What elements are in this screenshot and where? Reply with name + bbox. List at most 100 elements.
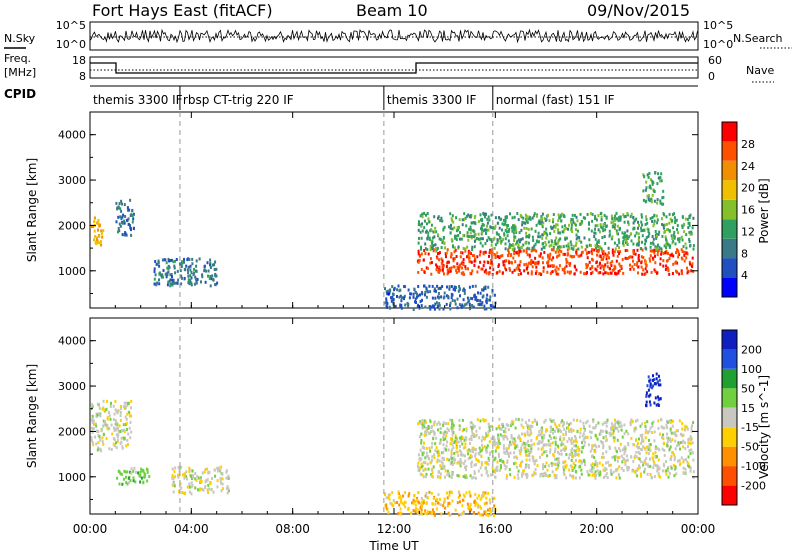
heatmap-cell (505, 259, 508, 263)
heatmap-cell (418, 306, 421, 310)
heatmap-cell (436, 304, 439, 308)
heatmap-cell (426, 248, 429, 252)
heatmap-cell (220, 465, 223, 469)
heatmap-cell (615, 229, 618, 233)
heatmap-cell (689, 213, 692, 217)
heatmap-cell (478, 426, 481, 430)
heatmap-cell (544, 418, 547, 422)
heatmap-cell (510, 422, 513, 425)
heatmap-cell (606, 418, 609, 422)
heatmap-cell (644, 467, 646, 471)
heatmap-cell (461, 266, 464, 270)
heatmap-cell (611, 260, 614, 264)
freq-unit-label: [MHz] (4, 66, 36, 79)
heatmap-cell (206, 488, 209, 492)
heatmap-cell (464, 265, 467, 269)
heatmap-cell (573, 272, 576, 276)
heatmap-cell (644, 436, 647, 440)
heatmap-cell (531, 425, 534, 428)
heatmap-cell (419, 300, 422, 303)
heatmap-cell (568, 453, 571, 457)
heatmap-cell (483, 270, 486, 274)
heatmap-cell (667, 252, 669, 255)
heatmap-cell (399, 507, 402, 511)
heatmap-cell (658, 378, 661, 382)
heatmap-cell (488, 254, 490, 258)
heatmap-cell (617, 421, 620, 425)
heatmap-cell (454, 508, 457, 512)
heatmap-cell (171, 282, 174, 285)
heatmap-cell (194, 477, 197, 481)
heatmap-cell (552, 248, 555, 252)
heatmap-cell (447, 422, 450, 426)
heatmap-cell (687, 463, 689, 467)
heatmap-cell (520, 245, 523, 249)
heatmap-cell (640, 474, 643, 478)
heatmap-cell (563, 448, 566, 452)
heatmap-cell (608, 233, 611, 237)
heatmap-cell (663, 213, 666, 217)
heatmap-cell (528, 458, 531, 462)
heatmap-cell (436, 246, 439, 250)
colorbar-tick-label: 100 (741, 363, 762, 376)
heatmap-cell (444, 506, 447, 510)
heatmap-cell (519, 452, 522, 456)
heatmap-cell (194, 275, 197, 279)
heatmap-cell (473, 263, 476, 267)
heatmap-cell (478, 303, 481, 307)
heatmap-cell (541, 223, 544, 227)
heatmap-cell (535, 261, 538, 265)
heatmap-cell (555, 223, 557, 227)
heatmap-cell (499, 235, 501, 239)
heatmap-cell (662, 462, 665, 466)
heatmap-cell (491, 255, 494, 259)
heatmap-cell (652, 452, 655, 456)
heatmap-cell (212, 278, 215, 282)
heatmap-cell (551, 470, 554, 474)
heatmap-cell (570, 243, 573, 247)
heatmap-cell (504, 430, 507, 434)
heatmap-cell (486, 462, 489, 466)
heatmap-cell (469, 449, 472, 453)
heatmap-cell (126, 439, 129, 442)
heatmap-cell (687, 445, 689, 448)
heatmap-cell (674, 220, 677, 223)
heatmap-cell (527, 241, 530, 245)
heatmap-cell (188, 482, 191, 486)
heatmap-cell (676, 261, 679, 265)
heatmap-cell (663, 448, 666, 452)
heatmap-cell (647, 228, 650, 232)
heatmap-cell (692, 475, 695, 479)
heatmap-cell (438, 470, 441, 474)
heatmap-cell (572, 247, 575, 251)
heatmap-cell (578, 459, 581, 463)
heatmap-cell (454, 302, 457, 306)
heatmap-cell (437, 493, 440, 497)
heatmap-cell (562, 465, 565, 469)
heatmap-cell (400, 497, 403, 501)
heatmap-cell (458, 460, 461, 464)
heatmap-cell (582, 424, 585, 428)
heatmap-cell (674, 242, 677, 246)
freq-trace (90, 62, 698, 74)
heatmap-cell (541, 426, 543, 430)
heatmap-cell (133, 466, 136, 470)
heatmap-cell (645, 391, 648, 395)
heatmap-cell (424, 430, 426, 434)
heatmap-cell (613, 455, 616, 459)
heatmap-cell (430, 229, 433, 233)
heatmap-cell (626, 249, 629, 253)
heatmap-cell (689, 262, 691, 266)
heatmap-cell (513, 443, 516, 447)
heatmap-cell (632, 443, 635, 447)
heatmap-cell (435, 301, 438, 305)
heatmap-cell (194, 472, 197, 475)
heatmap-cell (687, 221, 690, 225)
heatmap-cell (457, 453, 460, 457)
heatmap-cell (421, 419, 424, 423)
heatmap-cell (498, 455, 500, 458)
heatmap-cell (104, 422, 107, 426)
heatmap-cell (594, 237, 597, 241)
heatmap-cell (666, 419, 668, 423)
